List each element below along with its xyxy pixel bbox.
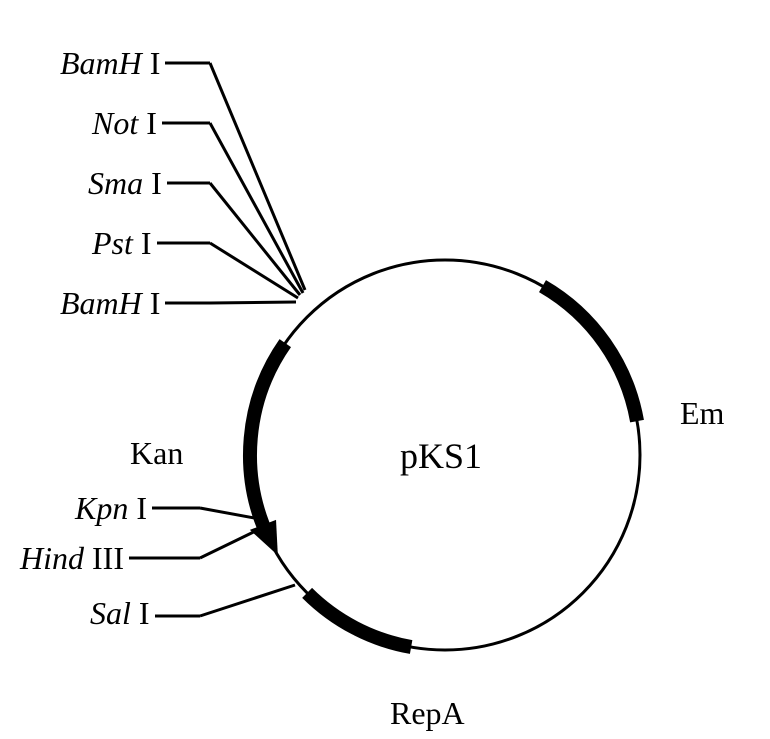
callout-diag-6 <box>200 525 268 558</box>
enzyme-numeral: III <box>84 540 124 576</box>
feature-arc-kan <box>307 593 411 647</box>
restriction-label-bamh-0: BamH I <box>60 45 160 82</box>
feature-arrow-repa <box>250 520 278 556</box>
callout-diag-3 <box>210 243 298 298</box>
callout-diag-7 <box>200 585 295 616</box>
restriction-label-sma-2: Sma I <box>88 165 162 202</box>
callout-diag-4 <box>210 302 296 303</box>
restriction-label-pst-3: Pst I <box>92 225 152 262</box>
feature-label-kan: Kan <box>130 435 183 472</box>
enzyme-numeral: I <box>142 285 161 321</box>
feature-arc-em <box>543 286 638 421</box>
enzyme-name: Hind <box>20 540 84 576</box>
restriction-label-kpn-5: Kpn I <box>75 490 147 527</box>
enzyme-numeral: I <box>138 105 157 141</box>
enzyme-name: BamH <box>60 285 142 321</box>
plasmid-name-label: pKS1 <box>400 435 482 477</box>
callout-diag-1 <box>210 123 303 293</box>
restriction-label-hind-6: Hind III <box>20 540 124 577</box>
enzyme-name: Sma <box>88 165 143 201</box>
enzyme-name: BamH <box>60 45 142 81</box>
enzyme-numeral: I <box>131 595 150 631</box>
callout-diag-0 <box>210 63 305 290</box>
restriction-label-bamh-4: BamH I <box>60 285 160 322</box>
enzyme-numeral: I <box>143 165 162 201</box>
enzyme-name: Pst <box>92 225 133 261</box>
enzyme-numeral: I <box>133 225 152 261</box>
feature-arc-repa <box>250 343 285 537</box>
callout-diag-2 <box>210 183 300 295</box>
feature-label-repa: RepA <box>390 695 465 732</box>
plasmid-map-diagram: EmKanRepABamH INot ISma IPst IBamH IKpn … <box>0 0 770 739</box>
feature-label-em: Em <box>680 395 724 432</box>
restriction-label-not-1: Not I <box>92 105 157 142</box>
enzyme-name: Sal <box>90 595 131 631</box>
enzyme-name: Kpn <box>75 490 128 526</box>
restriction-label-sal-7: Sal I <box>90 595 150 632</box>
enzyme-numeral: I <box>128 490 147 526</box>
enzyme-numeral: I <box>142 45 161 81</box>
enzyme-name: Not <box>92 105 138 141</box>
